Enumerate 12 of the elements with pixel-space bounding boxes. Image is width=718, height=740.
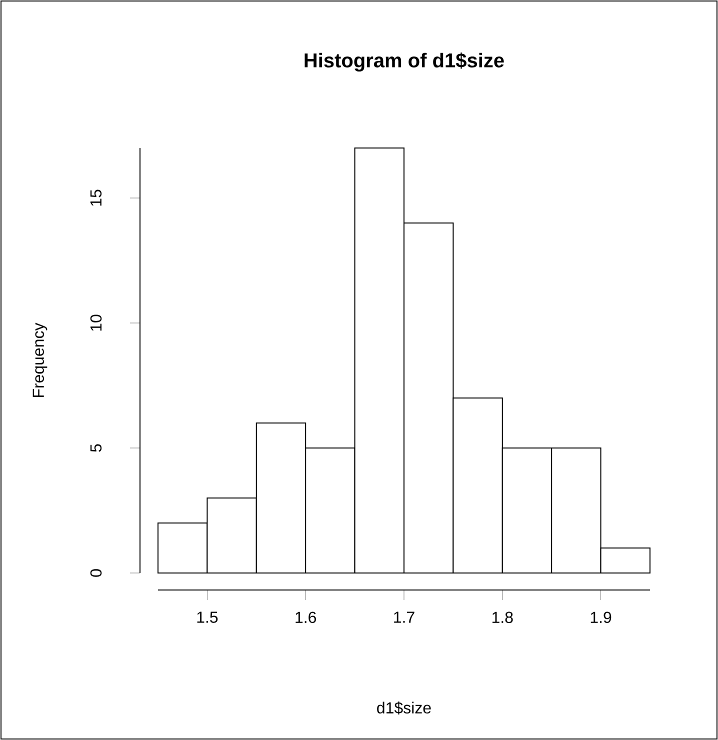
y-axis-title: Frequency [32,322,48,397]
x-axis-title: d1$size [377,702,431,714]
x-tick-label: 1.9 [590,612,612,624]
x-tick-label: 1.8 [492,612,513,624]
chart-title: Histogram of d1$size [304,52,504,72]
y-tick-label: 5 [90,444,102,452]
x-tick-label: 1.6 [296,612,316,624]
y-tick-label: 15 [90,190,102,206]
y-tick-label: 0 [90,569,102,577]
x-tick-label: 1.5 [197,612,218,623]
y-tick-label: 10 [90,314,102,331]
x-tick-label: 1.7 [394,612,414,623]
